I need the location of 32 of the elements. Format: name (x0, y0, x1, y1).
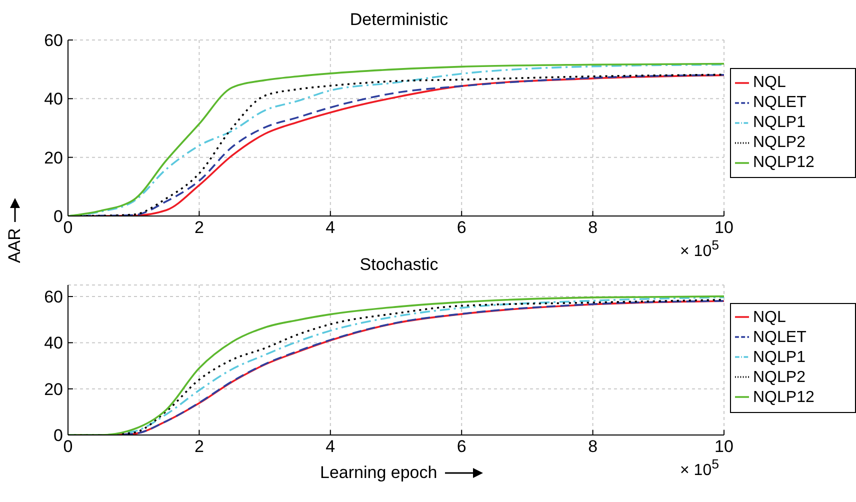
x-tick-label: 8 (588, 218, 598, 238)
x-tick-label: 10 (714, 437, 734, 456)
x-tick-label: 4 (326, 437, 336, 456)
chart-title: Stochastic (360, 255, 438, 274)
x-tick-label: 4 (326, 218, 336, 238)
x-axis-title: Learning epoch (320, 463, 438, 483)
y-tick-label: 20 (44, 380, 63, 399)
text: × 10$^{5}$ (680, 238, 720, 260)
y-tick-label: 40 (44, 90, 63, 109)
x-tick-label: 2 (194, 437, 204, 456)
y-tick-label: 20 (44, 148, 63, 168)
x-tick-label: 2 (194, 218, 204, 238)
legend-label: NQLET (753, 328, 806, 346)
y-tick-label: 60 (44, 31, 63, 50)
legend-label: NQLET (753, 94, 806, 111)
legend-label: NQLP2 (753, 134, 806, 151)
chart-title: Deterministic (348, 10, 450, 30)
legend-label: NQLP2 (753, 368, 806, 386)
x-tick-label: 6 (456, 218, 466, 238)
legend-label: NQLP1 (753, 348, 806, 366)
x-tick-label: 10 (714, 218, 734, 238)
x-tick-label: 8 (588, 437, 598, 456)
legend-label: NQL (753, 74, 786, 91)
legend-label: NQL (753, 308, 786, 326)
y-tick-label: 40 (44, 334, 63, 353)
legend-label: NQLP1 (753, 114, 806, 131)
y-axis-title: AAR (5, 228, 25, 263)
legend-label: NQLP12 (753, 388, 814, 406)
y-tick-label: 60 (44, 288, 63, 307)
x-tick-label: 6 (456, 437, 466, 456)
legend-label: NQLP12 (753, 154, 814, 171)
text: × 10$^{5}$ (680, 457, 720, 480)
